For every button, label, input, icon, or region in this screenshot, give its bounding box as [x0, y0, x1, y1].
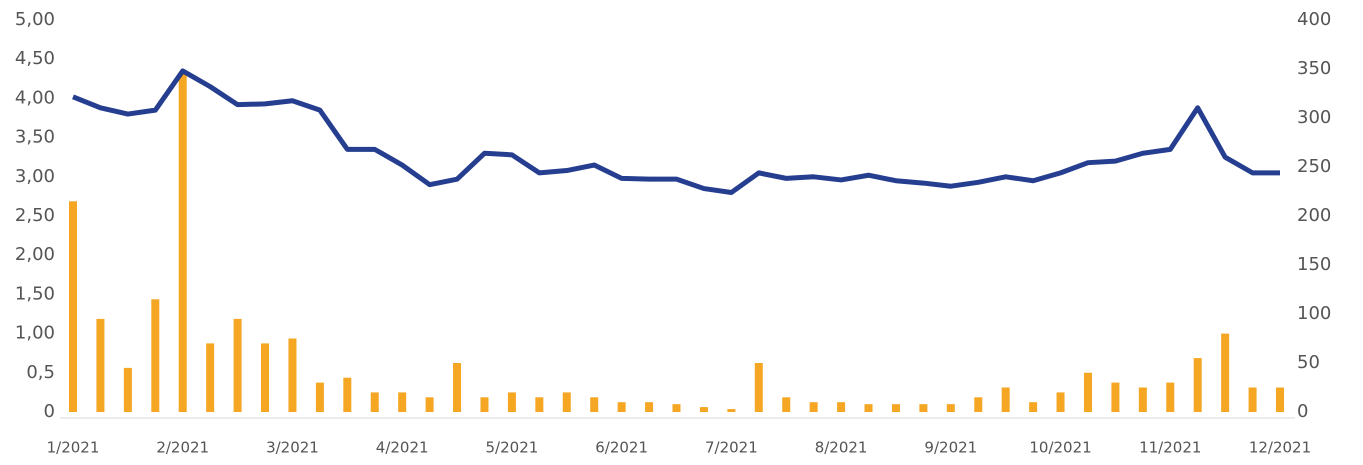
bar	[398, 392, 407, 412]
bar	[535, 397, 544, 412]
x-tick-label: 2/2021	[156, 439, 209, 457]
x-tick-label: 3/2021	[266, 439, 319, 457]
y-tick-label: 3,00	[15, 166, 55, 187]
bar	[974, 397, 983, 412]
x-tick-label: 4/2021	[376, 439, 429, 457]
bar	[864, 404, 873, 412]
bar	[1221, 333, 1230, 412]
bar	[1056, 392, 1065, 412]
bar	[1138, 387, 1147, 412]
bar	[946, 404, 955, 412]
bar	[233, 318, 242, 412]
bar	[891, 404, 900, 412]
price-line	[72, 68, 1280, 195]
y-tick-label: 0,5	[26, 362, 55, 383]
bar	[123, 367, 132, 412]
x-tick-label: 5/2021	[486, 439, 539, 457]
bar	[425, 397, 434, 412]
bar	[754, 363, 763, 412]
x-tick-label: 7/2021	[705, 439, 758, 457]
bar	[672, 404, 681, 412]
y2-tick-label: 0	[1297, 401, 1308, 422]
y2-tick-label: 400	[1297, 9, 1331, 30]
x-tick-label: 8/2021	[815, 439, 868, 457]
bar	[370, 392, 379, 412]
bar	[1029, 402, 1038, 412]
bar	[699, 407, 708, 412]
bar	[507, 392, 516, 412]
y-tick-label: 4,50	[15, 48, 55, 69]
bar	[782, 397, 791, 412]
bar	[343, 377, 352, 412]
bar	[590, 397, 599, 412]
bar	[1166, 382, 1175, 412]
x-tick-label: 6/2021	[595, 439, 648, 457]
bar	[480, 397, 489, 412]
y2-tick-label: 200	[1297, 205, 1331, 226]
bar	[69, 201, 77, 412]
y-tick-label: 2,50	[15, 205, 55, 226]
bar	[96, 318, 105, 412]
x-tick-label: 1/2021	[47, 439, 100, 457]
bar	[1111, 382, 1120, 412]
bar	[1276, 387, 1284, 412]
bar	[453, 363, 462, 412]
y-tick-label: 5,00	[15, 9, 55, 30]
bar	[562, 392, 571, 412]
y2-tick-label: 300	[1297, 107, 1331, 128]
x-tick-label: 9/2021	[924, 439, 977, 457]
bar	[178, 71, 187, 412]
y2-tick-label: 150	[1297, 254, 1331, 275]
bar	[617, 402, 626, 412]
y2-tick-label: 50	[1297, 352, 1320, 373]
bar	[151, 299, 160, 412]
y2-tick-label: 100	[1297, 303, 1331, 324]
bar	[1193, 358, 1202, 412]
bar	[809, 402, 818, 412]
bar	[206, 343, 215, 412]
x-tick-label: 11/2021	[1139, 439, 1201, 457]
bar	[645, 402, 654, 412]
bar	[1001, 387, 1010, 412]
bar	[261, 343, 270, 412]
bar	[727, 409, 736, 412]
y2-tick-label: 250	[1297, 156, 1331, 177]
y-tick-label: 0	[44, 401, 55, 422]
bar	[1248, 387, 1257, 412]
y-tick-label: 2,00	[15, 244, 55, 265]
y2-tick-label: 350	[1297, 58, 1331, 79]
bar	[315, 382, 324, 412]
y-tick-label: 4,00	[15, 87, 55, 108]
y-tick-label: 3,50	[15, 127, 55, 148]
x-tick-label: 10/2021	[1029, 439, 1091, 457]
bar	[919, 404, 928, 412]
bar	[1083, 372, 1092, 412]
bar	[288, 338, 297, 412]
x-tick-label: 12/2021	[1249, 439, 1311, 457]
y-tick-label: 1,00	[15, 323, 55, 344]
bar	[837, 402, 846, 412]
y-tick-label: 1,50	[15, 283, 55, 304]
